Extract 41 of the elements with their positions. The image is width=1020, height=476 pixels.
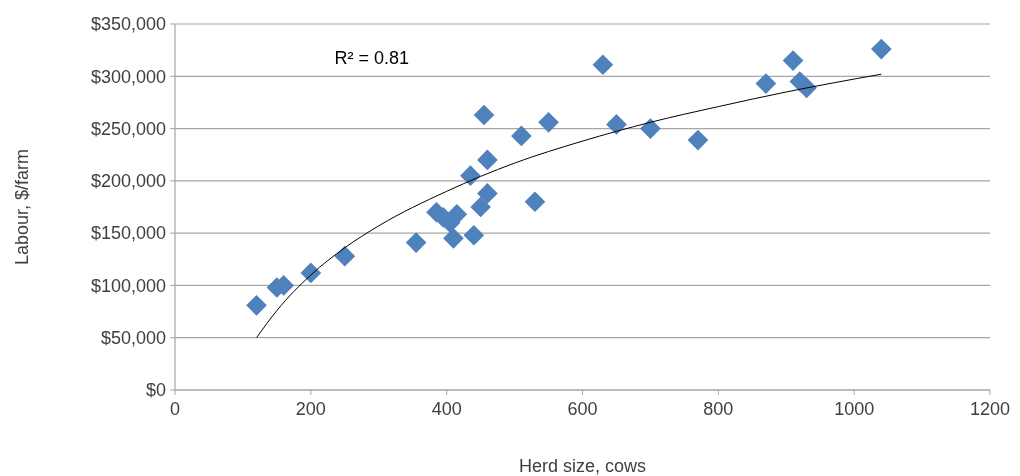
- y-tick-label: $300,000: [90, 66, 166, 87]
- x-axis-title: Herd size, cows: [518, 456, 647, 476]
- x-tick-label: 0: [169, 399, 181, 419]
- point: [606, 114, 627, 135]
- x-tick-label: 200: [295, 399, 326, 419]
- point: [871, 38, 892, 60]
- x-tick-label: 800: [703, 399, 734, 419]
- y-tick-label: $100,000: [90, 275, 166, 296]
- y-axis-title: Labour, $/farm: [12, 148, 32, 266]
- y-tick-label: $350,000: [90, 14, 166, 35]
- point: [524, 191, 546, 213]
- x-tick-label: 600: [567, 399, 598, 419]
- x-tick-label: 1000: [834, 399, 875, 419]
- point: [443, 228, 464, 249]
- point: [477, 149, 498, 171]
- point: [592, 54, 614, 76]
- point: [470, 196, 491, 218]
- point: [246, 294, 267, 316]
- point: [477, 183, 498, 204]
- point: [640, 118, 661, 139]
- point: [687, 129, 709, 151]
- point: [511, 125, 532, 147]
- point: [755, 73, 777, 94]
- point: [460, 165, 481, 186]
- y-tick-label: $200,000: [90, 171, 166, 192]
- line-series: [256, 73, 882, 339]
- y-tick-label: $0: [145, 380, 166, 401]
- point: [782, 50, 804, 71]
- y-tick-label: $250,000: [90, 118, 166, 139]
- y-tick-label: $50,000: [100, 328, 166, 349]
- point: [538, 111, 559, 133]
- annotation: R² = 0.81: [334, 47, 410, 68]
- x-tick-label: 1200: [969, 399, 1011, 419]
- y-tick-label: $150,000: [90, 223, 166, 244]
- x-tick-label: 400: [431, 399, 462, 419]
- point: [334, 245, 356, 267]
- point: [446, 203, 468, 225]
- point: [473, 104, 495, 126]
- point: [463, 224, 485, 246]
- point: [300, 262, 322, 284]
- point: [405, 232, 427, 253]
